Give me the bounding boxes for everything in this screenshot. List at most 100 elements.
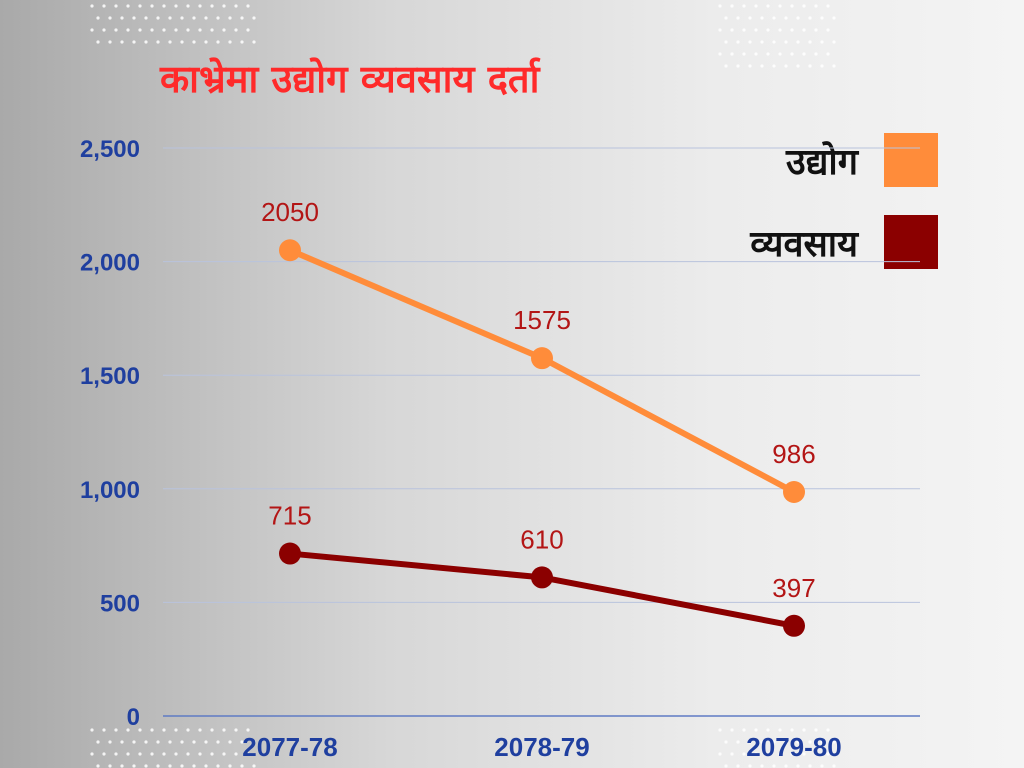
x-tick-label: 2077-78 xyxy=(242,732,337,762)
background-dot xyxy=(132,740,136,744)
background-dot xyxy=(192,740,196,744)
background-dot xyxy=(718,752,722,756)
background-dot xyxy=(802,728,806,732)
background-dot xyxy=(760,16,764,20)
background-dot xyxy=(90,4,94,8)
background-dot xyxy=(240,16,244,20)
background-dot xyxy=(114,728,118,732)
background-dot xyxy=(102,728,106,732)
background-dot xyxy=(790,52,794,56)
background-dot xyxy=(808,40,812,44)
background-dot xyxy=(156,16,160,20)
legend-item-byawasaya: व्यवसाय xyxy=(750,214,938,270)
background-dot xyxy=(730,728,734,732)
background-dot xyxy=(832,16,836,20)
background-dot xyxy=(808,764,812,768)
background-dot xyxy=(234,728,238,732)
background-dot xyxy=(126,728,130,732)
background-dot xyxy=(216,740,220,744)
background-dot xyxy=(748,740,752,744)
background-dot xyxy=(754,4,758,8)
background-dot xyxy=(766,4,770,8)
background-dot xyxy=(724,740,728,744)
background-dot xyxy=(96,740,100,744)
background-dot xyxy=(204,740,208,744)
background-dot xyxy=(120,16,124,20)
background-dot xyxy=(228,16,232,20)
background-dot xyxy=(150,28,154,32)
background-dot xyxy=(246,28,250,32)
background-dot xyxy=(808,740,812,744)
background-dot xyxy=(228,764,232,768)
background-dot xyxy=(180,16,184,20)
background-dot xyxy=(216,16,220,20)
background-dot xyxy=(222,4,226,8)
data-label: 1575 xyxy=(513,305,571,335)
background-dot xyxy=(204,40,208,44)
background-dot xyxy=(156,740,160,744)
background-dot xyxy=(730,4,734,8)
background-dot xyxy=(748,764,752,768)
background-dot xyxy=(234,4,238,8)
background-dot xyxy=(718,4,722,8)
data-point xyxy=(531,347,553,370)
background-dot xyxy=(126,752,130,756)
background-dot xyxy=(754,28,758,32)
background-dot xyxy=(802,752,806,756)
background-dot xyxy=(180,764,184,768)
background-dot xyxy=(210,752,214,756)
background-dot xyxy=(730,52,734,56)
background-dot xyxy=(742,28,746,32)
background-dot xyxy=(174,28,178,32)
background-dot xyxy=(784,40,788,44)
background-dot xyxy=(150,728,154,732)
background-dot xyxy=(820,740,824,744)
background-dot xyxy=(228,40,232,44)
y-tick-label: 1,000 xyxy=(80,477,140,504)
background-dot xyxy=(90,28,94,32)
background-dot xyxy=(796,16,800,20)
background-dot xyxy=(90,752,94,756)
background-dot xyxy=(198,752,202,756)
background-dot xyxy=(796,764,800,768)
background-dot xyxy=(724,64,728,68)
background-dot xyxy=(252,16,256,20)
background-dot xyxy=(240,764,244,768)
data-point xyxy=(531,566,553,589)
data-point xyxy=(279,239,301,262)
background-dot xyxy=(144,764,148,768)
chart-title: काभ्रेमा उद्योग व्यवसाय दर्ता xyxy=(160,57,540,101)
background-dot xyxy=(778,728,782,732)
background-dot xyxy=(766,28,770,32)
background-dot xyxy=(144,16,148,20)
background-dot xyxy=(108,740,112,744)
background-dot xyxy=(814,4,818,8)
background-dot xyxy=(156,40,160,44)
background-dot xyxy=(796,740,800,744)
background-dot xyxy=(808,64,812,68)
background-dot xyxy=(724,40,728,44)
data-label: 2050 xyxy=(261,197,319,227)
background-dot xyxy=(766,52,770,56)
background-dot xyxy=(180,40,184,44)
background-dot xyxy=(162,728,166,732)
background-dot xyxy=(826,52,830,56)
background-dot xyxy=(772,40,776,44)
y-tick-label: 1,500 xyxy=(80,363,140,390)
background-dot xyxy=(820,64,824,68)
background-dot xyxy=(192,764,196,768)
background-dot xyxy=(144,740,148,744)
y-tick-label: 0 xyxy=(127,704,140,731)
background-dot xyxy=(108,40,112,44)
background-dot xyxy=(138,4,142,8)
background-dot xyxy=(96,16,100,20)
background-dot xyxy=(222,28,226,32)
background-dot xyxy=(760,64,764,68)
background-dot xyxy=(204,16,208,20)
background-dot xyxy=(814,52,818,56)
background-dot xyxy=(234,752,238,756)
background-dot xyxy=(742,52,746,56)
background-dot xyxy=(784,16,788,20)
background-dot xyxy=(814,752,818,756)
